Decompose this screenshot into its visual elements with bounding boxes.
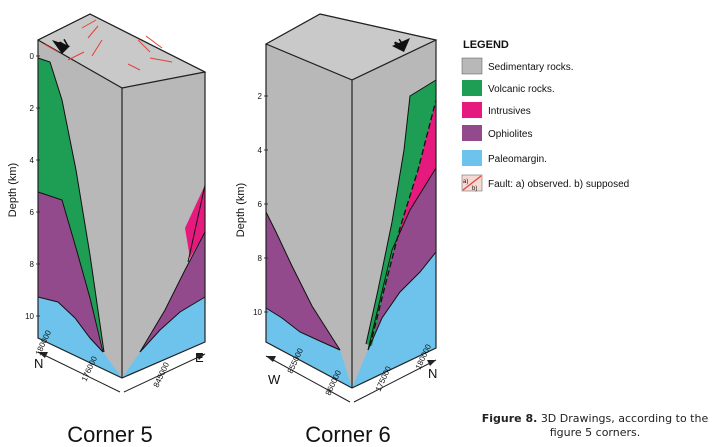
corner6-title: Corner 6 (305, 422, 391, 447)
legend-swatch-intrusives (462, 102, 482, 118)
corner5-right-intrusives (185, 185, 205, 258)
corner5-depth-tick-8: 8 (30, 260, 35, 269)
corner5-left-contact-2 (37, 191, 104, 353)
corner5-left-paleomargin (38, 297, 122, 378)
svg-text:845000: 845000 (152, 360, 172, 388)
svg-text:N: N (34, 356, 43, 371)
svg-text:E: E (195, 350, 204, 365)
legend-label-ophiolites: Ophiolites (488, 129, 532, 140)
corner6-left-ophiolites (266, 212, 340, 350)
corner6-depth-axis: 2 4 6 8 10 (253, 92, 268, 317)
corner6-right-contact-1 (365, 79, 437, 345)
corner5-right-contact-1 (139, 231, 206, 353)
corner6-depth-label: Depth (km) (235, 183, 247, 237)
corner6-depth-tick-8: 8 (258, 254, 263, 263)
corner5-depth-label: Depth (km) (7, 163, 19, 217)
legend-label-sedimentary: Sedimentary rocks. (488, 62, 574, 73)
legend-label-paleomargin: Paleomargin. (488, 154, 547, 165)
figure-caption: Figure 8. 3D Drawings, according to the … (470, 412, 720, 440)
legend-swatch-ophiolites (462, 125, 482, 141)
corner5-right-ophiolites (140, 232, 205, 352)
corner6-right-contact-3 (367, 251, 437, 351)
corner6-left-contact-2 (265, 307, 341, 351)
corner5-depth-tick-10: 10 (25, 312, 34, 321)
corner5-left-ophiolites (38, 192, 103, 352)
corner6-depth-tick-10: 10 (253, 308, 262, 317)
legend-swatch-fault: a) b) (461, 174, 483, 192)
corner5-left-contact-3 (37, 296, 104, 353)
legend: LEGEND Sedimentary rocks. Volcanic rocks… (461, 39, 629, 192)
caption-text: 3D Drawings, according to the figure 5 c… (540, 412, 709, 439)
corner6-right-ophiolites (368, 168, 436, 350)
corner5-depth-tick-4: 4 (30, 156, 35, 165)
svg-text:b): b) (472, 186, 477, 192)
legend-swatch-paleomargin (462, 150, 482, 166)
corner6-left-contact-1 (265, 211, 341, 351)
corner6-fault-supposed (369, 99, 437, 347)
corner6-depth-tick-6: 6 (258, 200, 263, 209)
corner5-right-contact-2 (139, 296, 206, 353)
svg-text:N: N (428, 366, 437, 381)
legend-swatch-volcanic (462, 80, 482, 96)
corner5-depth-tick-0: 0 (30, 52, 35, 61)
corner6-right-contact-2 (367, 167, 437, 351)
caption-label: Figure 8. (481, 412, 538, 425)
legend-label-intrusives: Intrusives (488, 106, 531, 117)
corner5-outline (37, 13, 206, 379)
corner6-depth-tick-4: 4 (258, 146, 263, 155)
corner5-depth-axis: 0 2 4 6 8 10 (25, 52, 40, 321)
svg-text:a): a) (463, 179, 468, 185)
legend-label-volcanic: Volcanic rocks. (488, 84, 555, 95)
corner5-top-edge-2 (121, 71, 206, 89)
corner5-fault-traces (43, 19, 173, 71)
corner5-right-paleomargin (122, 297, 205, 378)
corner6-outline (265, 13, 437, 389)
corner5-title: Corner 5 (67, 422, 153, 447)
corner5-left-volcanic (38, 58, 104, 352)
legend-label-fault: Fault: a) observed. b) supposed (488, 179, 629, 190)
corner6-right-volcanic (366, 80, 436, 346)
corner5-left-contact-1 (37, 57, 105, 353)
corner6-right-paleomargin (352, 252, 436, 388)
corner5-depth-tick-2: 2 (30, 104, 35, 113)
corner5-right-contact-3 (187, 184, 206, 263)
legend-title: LEGEND (463, 39, 509, 51)
corner6-depth-tick-2: 2 (258, 92, 263, 101)
corner5-depth-tick-6: 6 (30, 208, 35, 217)
svg-text:W: W (268, 372, 281, 387)
corner6-left-paleomargin (266, 308, 352, 388)
legend-swatch-sedimentary (461, 57, 483, 75)
